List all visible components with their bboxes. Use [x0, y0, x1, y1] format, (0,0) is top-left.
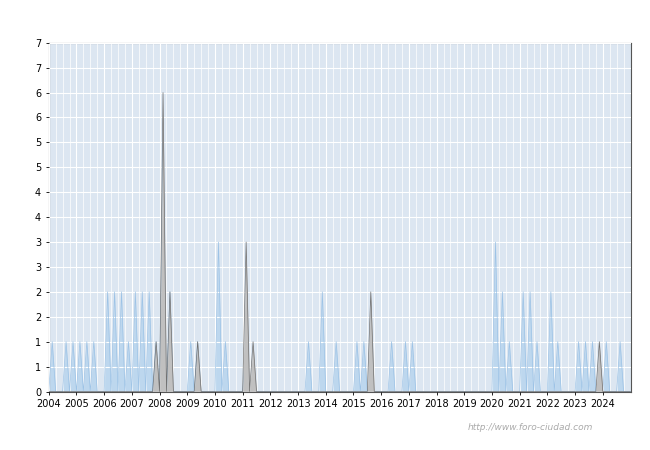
Text: Poveda de las Cintas - Evolucion del Nº de Transacciones Inmobiliarias: Poveda de las Cintas - Evolucion del Nº … — [81, 13, 569, 27]
Text: http://www.foro-ciudad.com: http://www.foro-ciudad.com — [468, 423, 593, 432]
